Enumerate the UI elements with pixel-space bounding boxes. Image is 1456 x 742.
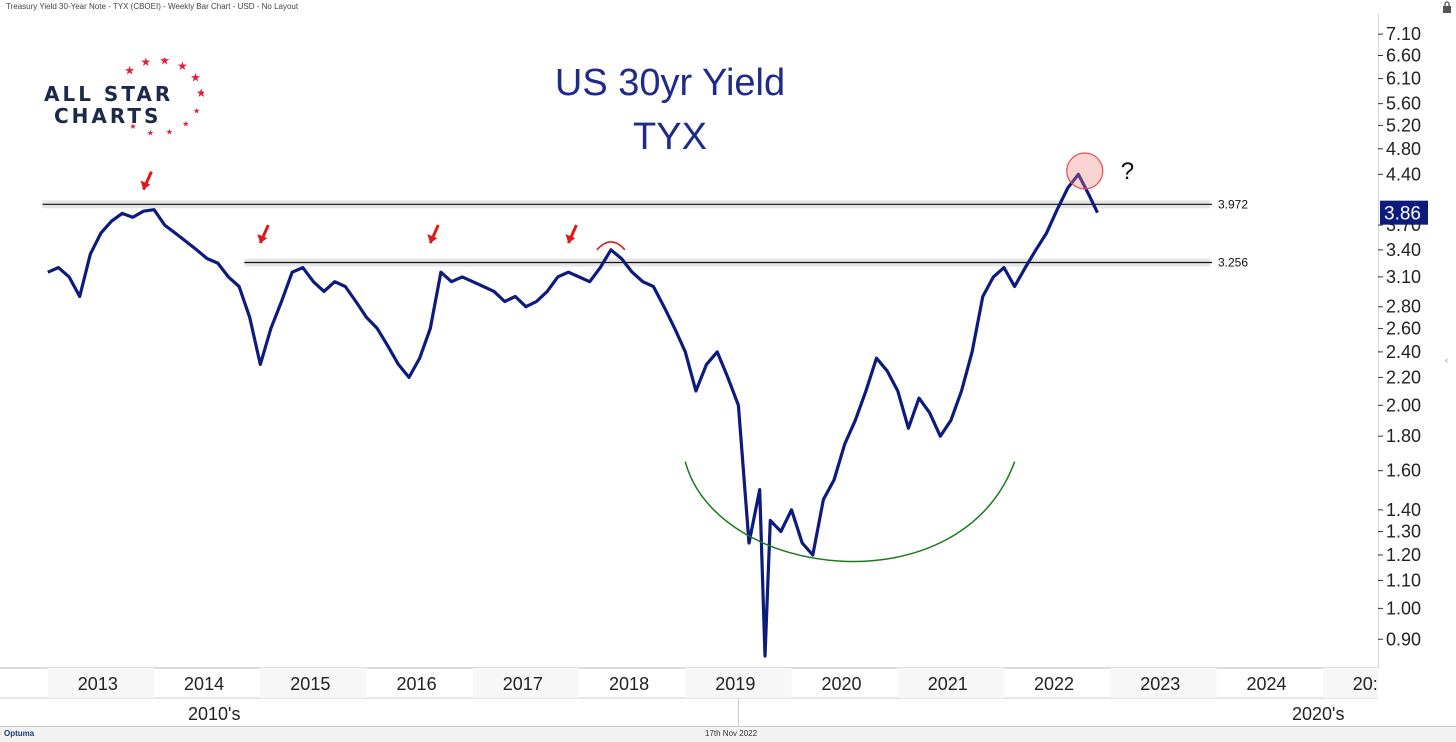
logo-star-icon: ★	[177, 59, 188, 73]
y-tick-label: 2.40	[1386, 342, 1421, 362]
x-year-label: 2021	[928, 674, 968, 694]
lock-icon[interactable]	[1442, 1, 1452, 13]
y-tick-label: 6.60	[1386, 46, 1421, 66]
red-arrow-head-icon	[427, 234, 438, 244]
logo-star-icon: ★	[166, 128, 173, 137]
x-year-label: 20:	[1353, 674, 1378, 694]
chart-date: 17th Nov 2022	[705, 729, 758, 738]
x-year-label: 2022	[1034, 674, 1074, 694]
year-band	[1322, 668, 1378, 698]
chart-plot: 7.10 6.60 6.10 5.60 5.20 4.80 4.40 3.70 3.40 3.10…	[0, 14, 1428, 726]
year-band	[260, 668, 367, 698]
chart-title: US 30yr Yield	[554, 62, 786, 104]
y-tick-label: 2.60	[1386, 318, 1421, 338]
y-tick-label: 2.80	[1386, 297, 1421, 317]
y-tick-label: 1.20	[1386, 545, 1421, 565]
x-year-label: 2024	[1247, 674, 1287, 694]
logo-star-icon: ★	[129, 122, 136, 131]
x-year-label: 2014	[184, 674, 224, 694]
year-band	[47, 668, 155, 698]
x-year-label: 2017	[503, 674, 543, 694]
logo-star-icon: ★	[196, 86, 204, 100]
logo-stars-icon: ★★ ★ ★★★★★★★★	[124, 58, 204, 137]
x-year-label: 2016	[397, 674, 437, 694]
chart-header-text: Treasury Yield 30-Year Note - TYX (CBOEI…	[6, 2, 299, 11]
y-tick-label: 6.10	[1386, 69, 1421, 89]
all-star-charts-logo: ★ ★ ★ ★ ★ ★ ★ ★ ★ ★ ★ ALL STAR CHARTS	[44, 58, 204, 148]
logo-star-icon: ★	[190, 71, 201, 85]
logo-line-2: CHARTS	[54, 104, 162, 128]
y-tick-label: 1.60	[1386, 461, 1421, 481]
x-year-label: 2015	[290, 674, 330, 694]
last-price-tag	[1380, 200, 1428, 225]
y-tick-label: 1.30	[1386, 522, 1421, 542]
y-tick-label: 1.10	[1386, 570, 1421, 590]
x-year-label: 2018	[609, 674, 649, 694]
y-tick-label: 2.20	[1386, 367, 1421, 387]
year-band	[897, 668, 1005, 698]
logo-star-icon: ★	[193, 106, 200, 115]
logo-star-icon: ★	[124, 64, 135, 78]
y-tick-label: 4.80	[1386, 139, 1421, 159]
y-tick-label: 1.00	[1386, 598, 1421, 618]
resistance-label: 3.256	[1218, 256, 1248, 270]
x-year-label: 2023	[1140, 674, 1180, 694]
y-tick-label: 0.90	[1386, 629, 1421, 649]
question-mark-annotation: ?	[1121, 158, 1134, 185]
red-arrow-head-icon	[565, 234, 576, 244]
y-tick-label: 4.40	[1386, 164, 1421, 184]
x-year-label: 2019	[715, 674, 755, 694]
y-tick-label: 2.00	[1386, 395, 1421, 415]
y-tick-label: 1.40	[1386, 500, 1421, 520]
resistance-label: 3.972	[1218, 197, 1248, 211]
logo-star-icon: ★	[147, 128, 154, 137]
logo-line-1: ALL STAR	[44, 82, 174, 106]
expand-panel-icon[interactable]: ‹	[1445, 355, 1449, 366]
chart-header: Treasury Yield 30-Year Note - TYX (CBOEI…	[0, 0, 1456, 14]
y-tick-label: 1.80	[1386, 426, 1421, 446]
decade-label: 2010's	[188, 704, 240, 724]
red-arrow-head-icon	[257, 234, 268, 244]
chart-subtitle: TYX	[633, 116, 707, 158]
y-tick-label: 5.20	[1386, 115, 1421, 135]
logo-star-icon: ★	[159, 58, 170, 67]
logo-star-icon: ★	[182, 120, 189, 129]
red-arc-annotation	[596, 241, 626, 251]
rounding-bottom-arc	[684, 461, 1016, 563]
decade-label: 2020's	[1292, 704, 1344, 724]
year-band	[1110, 668, 1217, 698]
x-year-label: 2020	[822, 674, 862, 694]
highlight-circle	[1066, 152, 1104, 190]
y-tick-label: 3.10	[1386, 267, 1421, 287]
optuma-brand: Optuma	[4, 729, 35, 738]
year-band	[685, 668, 792, 698]
red-arrow-head-icon	[140, 180, 151, 190]
yield-series-line	[47, 172, 1099, 658]
y-tick-label: 5.60	[1386, 94, 1421, 114]
y-tick-label: 3.40	[1386, 240, 1421, 260]
x-year-label: 2013	[78, 674, 118, 694]
year-band	[472, 668, 580, 698]
last-price-label: 3.86	[1384, 204, 1421, 225]
logo-star-icon: ★	[140, 58, 151, 69]
footer-bar: Optuma 17th Nov 2022	[0, 726, 1456, 742]
chart-svg: 7.106.606.105.605.204.804.403.703.403.10…	[0, 24, 1428, 726]
y-tick-label: 7.10	[1386, 24, 1421, 44]
